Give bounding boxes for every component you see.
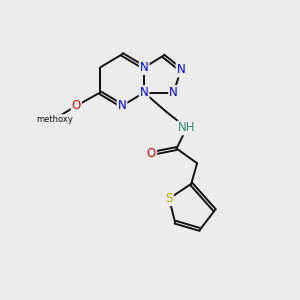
Text: NH: NH — [178, 122, 196, 134]
Text: N: N — [140, 86, 148, 99]
Text: N: N — [118, 99, 126, 112]
Text: methoxy: methoxy — [36, 115, 73, 124]
Text: O: O — [72, 99, 81, 112]
Text: S: S — [166, 192, 173, 205]
Text: O: O — [147, 147, 156, 160]
Text: N: N — [176, 63, 185, 76]
Text: N: N — [140, 61, 148, 74]
Text: N: N — [169, 86, 178, 99]
